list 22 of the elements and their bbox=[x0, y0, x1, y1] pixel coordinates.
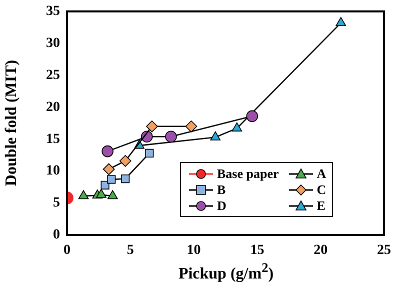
x-tick-label: 20 bbox=[314, 243, 328, 258]
x-axis-title: Pickup (g/m$^{2}$) bbox=[177, 260, 275, 284]
y-tick-label: 15 bbox=[46, 132, 60, 147]
y-tick-label: 35 bbox=[46, 4, 60, 20]
legend-label: A bbox=[316, 166, 326, 181]
x-tick-label: 0 bbox=[64, 243, 70, 258]
x-tick-label: 25 bbox=[377, 243, 391, 258]
x-tick-label: 15 bbox=[250, 243, 264, 258]
legend-label: E bbox=[316, 198, 326, 213]
legend-label: C bbox=[316, 182, 326, 197]
legend-label: B bbox=[217, 182, 226, 197]
x-tick-label: 5 bbox=[126, 243, 134, 258]
legend-label: Base paper bbox=[217, 166, 279, 181]
y-tick-label: 0 bbox=[53, 228, 60, 243]
y-tick-label: 5 bbox=[53, 196, 60, 211]
y-tick-label: 20 bbox=[46, 100, 60, 115]
y-axis-title: Double fold (MIT) bbox=[3, 59, 21, 186]
x-tick-label: 10 bbox=[186, 243, 201, 258]
y-tick-label: 10 bbox=[46, 164, 60, 179]
y-tick-label: 30 bbox=[46, 36, 60, 51]
y-tick-label: 25 bbox=[46, 68, 60, 83]
legend-label: D bbox=[217, 198, 226, 213]
